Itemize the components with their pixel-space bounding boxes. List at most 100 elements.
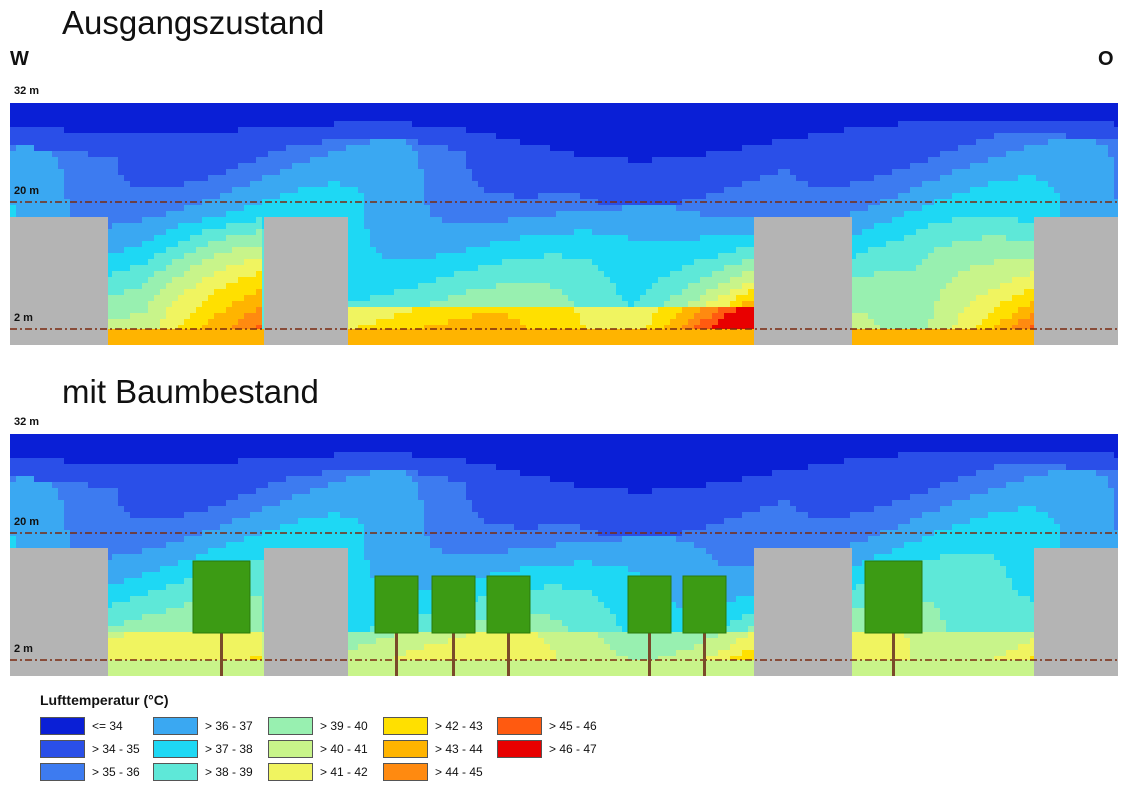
heat-cell [826,121,833,128]
heat-cell [184,217,191,224]
heat-cell [652,175,659,182]
heat-cell [832,133,839,140]
heat-cell [1030,223,1037,230]
heat-cell [946,121,953,128]
heat-cell [1042,175,1049,182]
heat-cell [1096,103,1103,110]
heat-cell [898,241,905,248]
heat-cell [598,133,605,140]
heat-cell [184,115,191,122]
temperature-field [10,103,1118,345]
heat-cell [544,193,551,200]
heat-cell [328,193,335,200]
heat-cell [1030,151,1037,158]
heat-cell [250,259,257,266]
heat-cell [82,145,89,152]
heat-cell [742,229,749,236]
heat-cell [850,151,857,158]
heat-cell [784,127,791,134]
heat-cell [136,121,143,128]
heat-cell [856,139,863,146]
heat-cell [418,205,425,212]
heat-cell [796,151,803,158]
heat-cell [952,115,959,122]
heat-cell [1060,133,1067,140]
heat-cell [748,103,755,110]
heat-cell [592,241,599,248]
heat-cell [736,253,743,260]
heat-cell [34,181,41,188]
heat-cell [364,139,371,146]
heat-cell [742,259,749,266]
heat-cell [634,151,641,158]
heat-cell [196,103,203,110]
heat-cell [736,109,743,116]
heat-cell [658,253,665,260]
heat-cell [220,247,227,254]
heat-cell [670,145,677,152]
heat-cell [532,115,539,122]
heat-cell [922,217,929,224]
heat-cell [40,139,47,146]
heat-cell [1054,133,1061,140]
heat-cell [676,157,683,164]
heat-cell [412,223,419,230]
heat-cell [484,253,491,260]
heat-cell [484,181,491,188]
heat-cell [544,181,551,188]
heat-cell [640,109,647,116]
heat-cell [142,259,149,266]
heat-cell [1024,175,1031,182]
heat-cell [868,253,875,260]
heat-cell [652,157,659,164]
heat-cell [52,181,59,188]
heat-cell [262,103,269,110]
heat-cell [610,157,617,164]
heat-cell [1078,163,1085,170]
heat-cell [166,247,173,254]
heat-cell [274,103,281,110]
heat-cell [604,175,611,182]
heat-cell [526,157,533,164]
heat-cell [586,199,593,206]
heat-cell [130,235,137,242]
heat-cell [52,175,59,182]
heat-cell [790,157,797,164]
heat-cell [778,151,785,158]
heat-cell [52,103,59,110]
heat-cell [514,241,521,248]
heat-cell [274,187,281,194]
heat-cell [670,229,677,236]
heat-cell [286,175,293,182]
heat-cell [544,121,551,128]
heat-cell [670,157,677,164]
heat-cell [226,151,233,158]
heat-cell [1006,193,1013,200]
heat-cell [418,145,425,152]
heat-cell [886,235,893,242]
heat-cell [376,127,383,134]
heat-cell [928,235,935,242]
heat-cell [898,253,905,260]
heat-cell [994,145,1001,152]
heat-cell [166,259,173,266]
heat-cell [874,121,881,128]
heat-cell [166,205,173,212]
heat-cell [760,187,767,194]
heat-cell [202,169,209,176]
heat-cell [700,103,707,110]
heat-cell [352,235,359,242]
heat-cell [472,229,479,236]
heat-cell [1096,127,1103,134]
heat-cell [1060,139,1067,146]
heat-cell [976,139,983,146]
heat-cell [1084,163,1091,170]
heat-cell [142,103,149,110]
heat-cell [694,151,701,158]
heat-cell [910,241,917,248]
heat-cell [616,133,623,140]
heat-cell [10,127,17,134]
heat-cell [652,103,659,110]
heat-cell [772,151,779,158]
heat-cell [682,211,689,218]
